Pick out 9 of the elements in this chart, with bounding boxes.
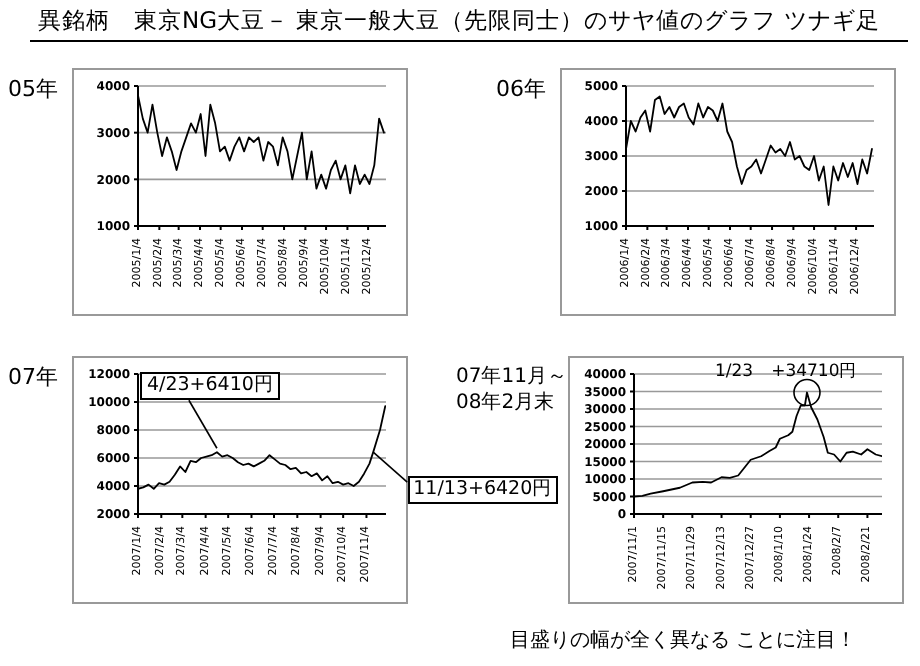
chart-title: 07年11月～ 08年2月末 xyxy=(456,364,567,416)
chart-title: 05年 xyxy=(8,76,58,102)
annotation: 11/13+6420円 xyxy=(407,476,559,505)
text: 異銘柄 東京NG大豆－ 東京一般大豆（先限同士）のサヤ値のグラフ ツナギ足 xyxy=(30,6,908,42)
annotation: 4/23+6410円 xyxy=(140,372,280,401)
text: 目盛りの幅が全く異なる ことに注目！ xyxy=(510,627,857,656)
chart-title: 07年 xyxy=(8,364,58,390)
chart-title: 06年 xyxy=(496,76,546,102)
annotation: 1/23 +34710円 xyxy=(714,362,858,383)
